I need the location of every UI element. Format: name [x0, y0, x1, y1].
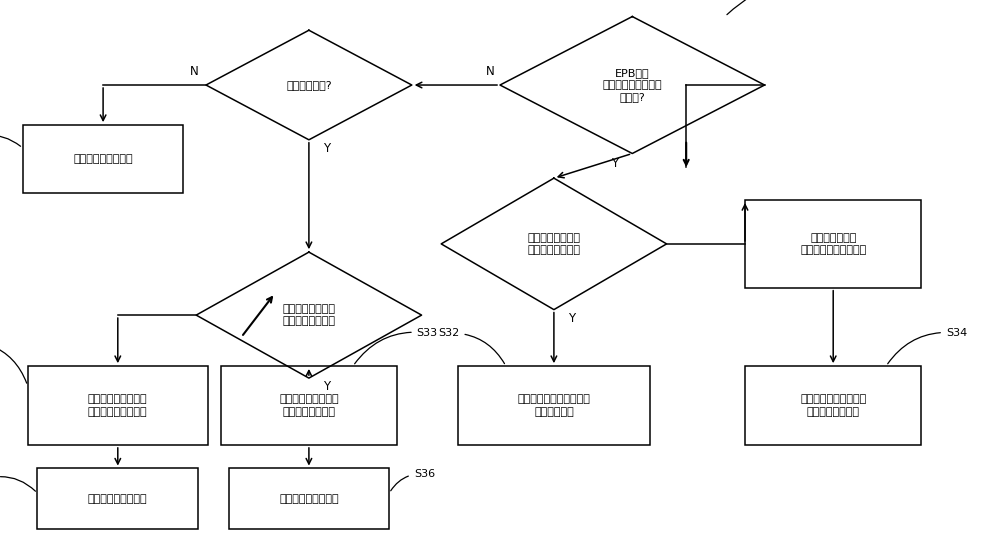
Text: S34: S34 — [888, 328, 967, 364]
Text: S35: S35 — [0, 336, 27, 383]
Text: 生成相应的故障信号: 生成相应的故障信号 — [279, 494, 339, 504]
Bar — [23, 125, 183, 193]
Text: 生成车辆处于驻车状
态的驻车状态信号: 生成车辆处于驻车状 态的驻车状态信号 — [279, 394, 339, 416]
Text: 生成相应的故障信号: 生成相应的故障信号 — [88, 494, 148, 504]
Text: 生成车辆处于非驻车状
态的驻车状态信号: 生成车辆处于非驻车状 态的驻车状态信号 — [800, 394, 866, 416]
Polygon shape — [206, 30, 412, 140]
Polygon shape — [500, 17, 765, 154]
Text: S31: S31 — [727, 0, 869, 15]
Text: S33: S33 — [355, 328, 438, 364]
Polygon shape — [196, 252, 422, 378]
Text: 生成车辆处于驻车状态的
驻车状态信号: 生成车辆处于驻车状态的 驻车状态信号 — [517, 394, 590, 416]
Text: N: N — [486, 65, 495, 78]
Text: Y: Y — [568, 312, 575, 325]
Text: Y: Y — [611, 157, 618, 170]
Text: Y: Y — [323, 142, 330, 155]
Text: 只有一个正常?: 只有一个正常? — [286, 80, 332, 90]
Polygon shape — [441, 178, 667, 310]
Bar — [458, 366, 650, 445]
Text: 正常的信号是否为
车辆处于驻车状态: 正常的信号是否为 车辆处于驻车状态 — [282, 304, 335, 326]
Bar — [229, 468, 389, 529]
Text: 生成相应的故障信号: 生成相应的故障信号 — [73, 154, 133, 164]
Bar — [37, 468, 198, 529]
Text: S36: S36 — [0, 135, 21, 146]
Bar — [28, 366, 208, 445]
Text: S36: S36 — [0, 474, 35, 491]
Text: 驻车状态信号均
为车辆处于非驻车状态: 驻车状态信号均 为车辆处于非驻车状态 — [800, 233, 866, 255]
Text: Y: Y — [323, 380, 330, 394]
Text: 驻车状态信号均为
车辆处于驻车状态: 驻车状态信号均为 车辆处于驻车状态 — [527, 233, 580, 255]
Text: EPB开关
和气压传感器的信号
均正常?: EPB开关 和气压传感器的信号 均正常? — [602, 68, 662, 102]
Bar — [745, 366, 921, 445]
Text: N: N — [189, 65, 198, 78]
Text: 生成车辆处于非驻车
状态的驻车状态信号: 生成车辆处于非驻车 状态的驻车状态信号 — [88, 394, 148, 416]
Bar — [745, 200, 921, 288]
Text: S36: S36 — [391, 468, 435, 491]
Text: S32: S32 — [438, 328, 504, 364]
Bar — [221, 366, 397, 445]
